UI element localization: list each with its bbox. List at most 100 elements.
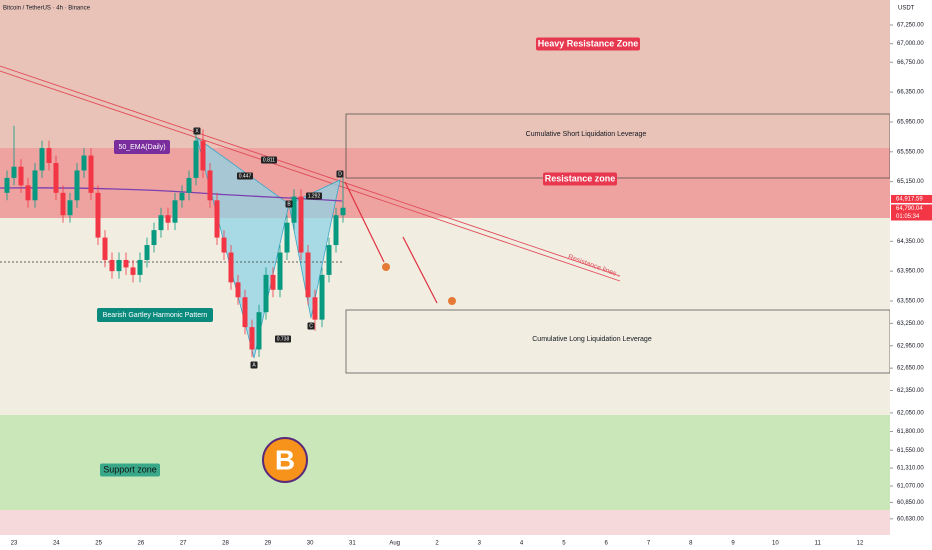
price-axis [890, 0, 932, 550]
lower-zone [0, 510, 890, 535]
x-tick-label: 9 [731, 541, 735, 547]
candle-body [186, 177, 192, 193]
x-tick-label: 8 [689, 541, 693, 547]
x-tick-label: 24 [53, 541, 60, 547]
candle-body [81, 155, 87, 171]
y-tick-label: 62,650.00 [897, 366, 924, 372]
annotation-box [97, 308, 213, 322]
bitcoin-logo: B [262, 437, 308, 483]
pattern-point: A [252, 362, 256, 368]
candle-body [221, 237, 227, 253]
candle-body [319, 274, 325, 320]
y-tick-label: 66,350.00 [897, 90, 924, 96]
price-tag [891, 194, 932, 203]
x-tick-label: 3 [478, 541, 482, 547]
candle-body [207, 170, 213, 201]
x-tick-label: 23 [11, 541, 18, 547]
ratio-box [237, 172, 253, 180]
x-tick-label: 2 [435, 541, 439, 547]
x-tick-label: 4 [520, 541, 524, 547]
candle-body [46, 148, 52, 163]
y-tick-label: 61,070.00 [897, 484, 924, 490]
annotation: 50_EMA(Daily) [118, 144, 165, 151]
candle-body [284, 222, 290, 253]
target-icon [382, 263, 390, 271]
y-tick-label: 62,050.00 [897, 410, 924, 416]
countdown: 01:05:34 [896, 214, 920, 220]
candle-body [11, 166, 17, 178]
annotation: Resistance zone [545, 173, 616, 183]
candle-body [32, 170, 38, 201]
y-tick-label: 63,950.00 [897, 269, 924, 275]
ratio-box [261, 156, 277, 164]
candle-body [165, 215, 171, 223]
y-tick-label: 60,630.00 [897, 516, 924, 522]
candle-body [151, 230, 157, 246]
candle-body [242, 297, 248, 328]
candle-body [60, 192, 66, 216]
candle-body [67, 200, 73, 216]
candle-body [333, 215, 339, 246]
candle-body [179, 192, 185, 201]
candle-body [193, 140, 199, 178]
y-tick-label: 65,550.00 [897, 149, 924, 155]
pattern-point-box [285, 200, 293, 208]
candle-body [4, 177, 10, 193]
candle-body [228, 252, 234, 283]
header-title: Bitcoin / TetherUS · 4h · Binance [3, 6, 91, 12]
y-tick-label: 61,800.00 [897, 429, 924, 435]
annotation: Heavy Resistance Zone [538, 38, 639, 48]
y-tick-label: 62,350.00 [897, 388, 924, 394]
candle-body [25, 185, 31, 201]
y-tick-label: 63,250.00 [897, 321, 924, 327]
pattern-point: C [309, 323, 313, 329]
y-tick-label: 63,550.00 [897, 299, 924, 305]
x-tick-label: 12 [857, 541, 864, 547]
heavy-resistance-zone [0, 0, 890, 148]
annotation: Cumulative Short Liquidation Leverage [526, 131, 647, 138]
annotation: Cumulative Long Liquidation Leverage [532, 336, 652, 343]
y-tick-label: 61,310.00 [897, 466, 924, 472]
annotation: Support zone [103, 464, 157, 474]
pattern-point-box [336, 170, 344, 178]
y-tick-label: 62,950.00 [897, 343, 924, 349]
candle-body [340, 207, 346, 216]
candle-body [137, 259, 143, 275]
pattern-point: D [338, 171, 342, 177]
x-tick-label: 10 [772, 541, 779, 547]
candle-body [326, 245, 332, 275]
candle-body [18, 166, 24, 186]
y-tick-label: 67,000.00 [897, 41, 924, 47]
candle-body [74, 170, 80, 201]
annotation-box [114, 140, 170, 154]
pattern-point-box [307, 322, 315, 330]
x-tick-label: 25 [95, 541, 102, 547]
candle-body [130, 267, 136, 275]
pattern-point: B [287, 201, 291, 207]
candle-body [116, 259, 122, 272]
target-icon [448, 297, 456, 305]
candle-body [172, 200, 178, 223]
x-tick-label: 31 [349, 541, 356, 547]
countdown-tag [891, 212, 932, 221]
svg-text:B: B [275, 444, 295, 475]
candle-body [109, 259, 115, 272]
y-tick-label: 65,150.00 [897, 179, 924, 185]
pattern-point-box [250, 361, 258, 369]
resistance-band [0, 148, 890, 218]
candle-body [88, 155, 94, 193]
x-tick-label: 7 [647, 541, 651, 547]
x-tick-label: 11 [815, 541, 822, 547]
candle-body [270, 274, 276, 290]
x-tick-label: Aug [389, 541, 400, 547]
candle-body [249, 327, 255, 350]
y-tick-label: 60,850.00 [897, 500, 924, 506]
annotation-box [543, 172, 617, 186]
price-tag-label: 64,790.04 [896, 206, 923, 212]
currency: USDT [898, 6, 915, 12]
y-tick-label: 64,350.00 [897, 239, 924, 245]
y-tick-label: 66,750.00 [897, 60, 924, 66]
candle-body [256, 312, 262, 350]
support-band [0, 415, 890, 510]
x-tick-label: 5 [562, 541, 566, 547]
